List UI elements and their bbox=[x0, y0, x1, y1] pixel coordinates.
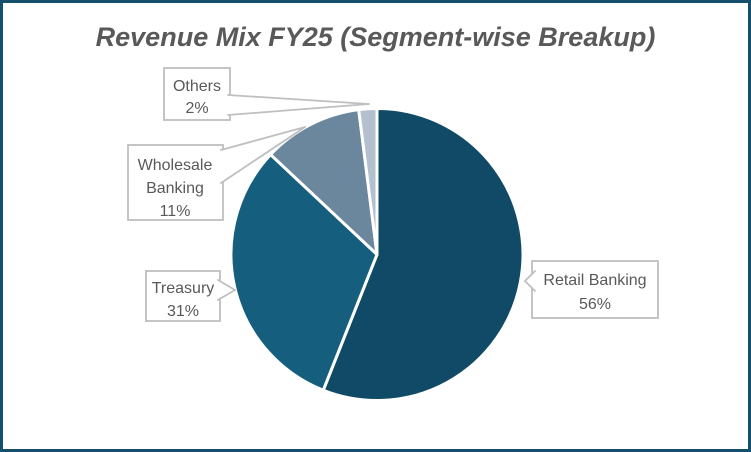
others-callout-pointer bbox=[228, 95, 369, 115]
pie-slice-retail-banking bbox=[321, 107, 525, 402]
treasury-callout-pointer bbox=[218, 280, 235, 300]
retail-label: Retail Banking bbox=[543, 272, 646, 289]
treasury-label: Treasury bbox=[152, 280, 215, 297]
retail-callout-pointer bbox=[525, 271, 535, 291]
chart-title: Revenue Mix FY25 (Segment-wise Breakup) bbox=[95, 22, 656, 52]
retail-value: 56% bbox=[579, 296, 611, 313]
pie-slice-wholesale-banking bbox=[269, 108, 379, 256]
pie-slice-others bbox=[357, 106, 379, 256]
others-callout-pointer-outline bbox=[227, 94, 370, 116]
retail-callout-pointer-outline bbox=[524, 270, 536, 292]
pie-chart-canvas: Others 2% Wholesale Banking 11% Treasury… bbox=[127, 67, 659, 402]
wholesale-label-line1: Wholesale bbox=[138, 157, 213, 174]
others-value: 2% bbox=[185, 100, 208, 117]
treasury-callout-pointer-outline bbox=[217, 279, 236, 301]
wholesale-label-line2: Banking bbox=[146, 180, 204, 197]
retail-callout-box bbox=[531, 260, 659, 319]
pie-slice-treasury bbox=[229, 153, 379, 392]
others-label: Others bbox=[173, 78, 221, 95]
others-callout-box bbox=[163, 67, 231, 121]
pie-slices bbox=[229, 106, 525, 402]
wholesale-value: 11% bbox=[160, 203, 191, 220]
treasury-value: 31% bbox=[167, 303, 199, 320]
wholesale-callout-pointer-outline bbox=[220, 126, 306, 184]
